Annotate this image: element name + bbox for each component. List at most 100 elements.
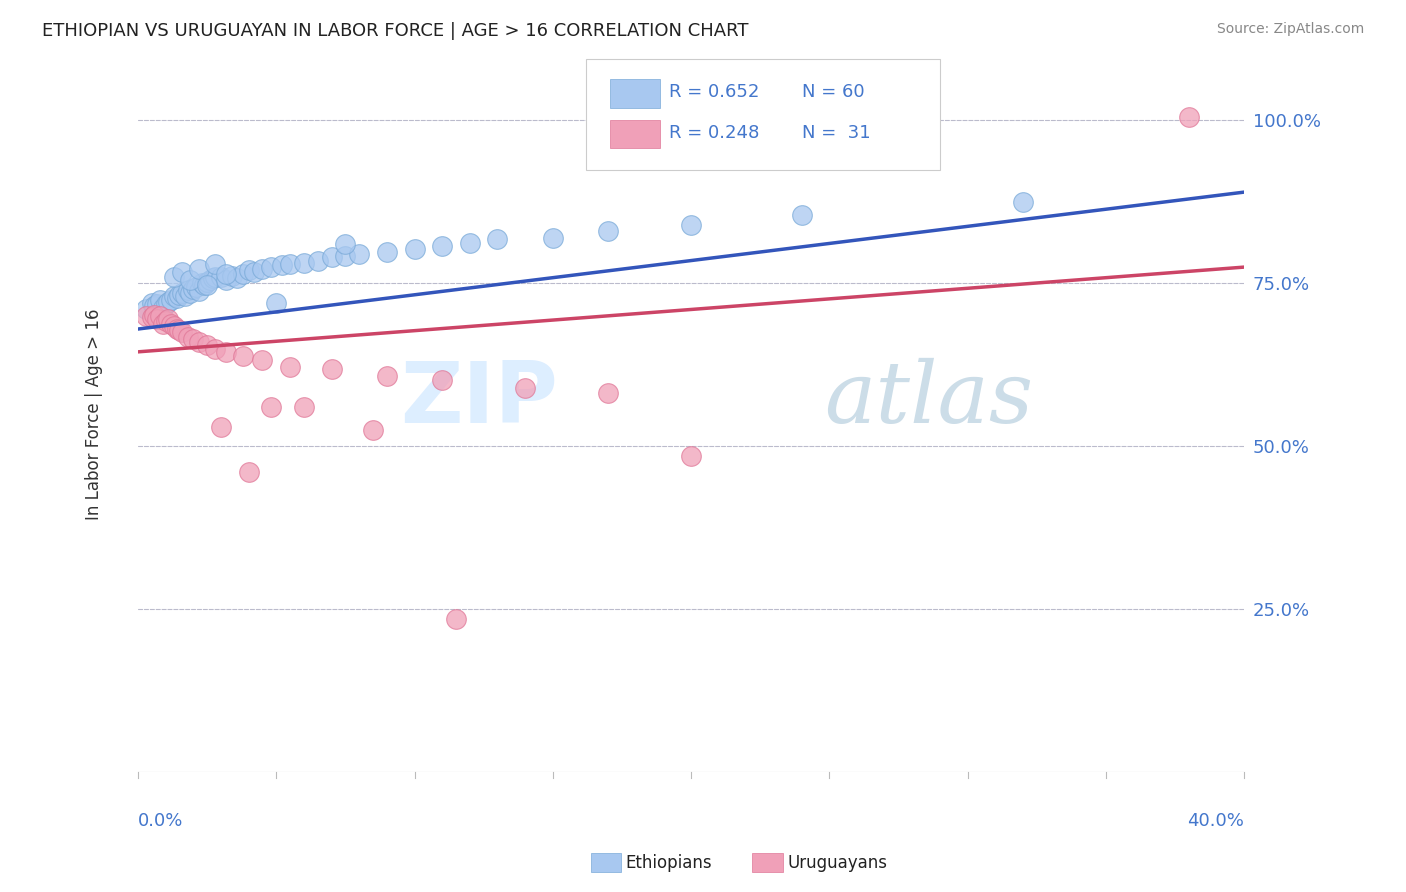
Point: [681, 218, 703, 232]
Point: [375, 369, 398, 384]
Point: [209, 420, 232, 434]
Point: [193, 277, 215, 292]
Point: [169, 323, 191, 337]
Text: In Labor Force | Age > 16: In Labor Force | Age > 16: [84, 308, 103, 519]
Point: [141, 310, 163, 325]
Text: 40.0%: 40.0%: [1188, 812, 1244, 830]
Point: [430, 238, 453, 252]
Text: N =  31: N = 31: [801, 124, 870, 142]
Point: [204, 342, 226, 356]
Point: [270, 258, 292, 272]
Point: [215, 273, 238, 287]
Text: atlas: atlas: [824, 358, 1033, 441]
Point: [238, 466, 260, 480]
Point: [172, 326, 194, 340]
Point: [143, 299, 166, 313]
Point: [163, 289, 186, 303]
Point: [179, 286, 201, 301]
Point: [198, 273, 221, 287]
Point: [307, 253, 329, 268]
Point: [335, 237, 357, 252]
Point: [347, 247, 370, 261]
FancyBboxPatch shape: [586, 59, 941, 169]
Point: [157, 312, 180, 326]
Point: [166, 291, 188, 305]
Point: [135, 309, 157, 323]
Point: [176, 283, 198, 297]
Text: ETHIOPIAN VS URUGUAYAN IN LABOR FORCE | AGE > 16 CORRELATION CHART: ETHIOPIAN VS URUGUAYAN IN LABOR FORCE | …: [42, 22, 748, 40]
Point: [187, 284, 209, 298]
Bar: [610, 120, 661, 148]
Point: [335, 249, 357, 263]
Text: R = 0.248: R = 0.248: [669, 124, 759, 142]
Point: [321, 250, 343, 264]
Point: [238, 263, 260, 277]
Point: [1012, 194, 1035, 209]
Point: [176, 330, 198, 344]
Point: [252, 353, 274, 368]
Point: [292, 255, 315, 269]
Point: [163, 318, 186, 333]
Point: [232, 267, 254, 281]
Point: [160, 293, 183, 307]
Point: [181, 282, 204, 296]
Point: [146, 297, 169, 311]
Point: [278, 359, 301, 374]
Point: [260, 401, 283, 415]
Point: [187, 262, 209, 277]
Point: [179, 273, 201, 287]
Point: [215, 344, 238, 359]
Point: [1178, 110, 1201, 124]
Point: [166, 322, 188, 336]
Point: [141, 296, 163, 310]
Point: [209, 269, 232, 284]
Point: [226, 271, 249, 285]
Point: [187, 334, 209, 349]
Point: [243, 265, 266, 279]
Point: [260, 260, 283, 274]
Point: [195, 338, 218, 352]
Point: [163, 269, 186, 284]
Point: [515, 381, 537, 395]
Point: [790, 208, 813, 222]
Point: [169, 288, 191, 302]
Point: [221, 268, 243, 283]
Point: [152, 301, 174, 315]
Point: [681, 449, 703, 463]
Point: [195, 277, 218, 292]
Point: [172, 265, 194, 279]
Point: [155, 297, 177, 311]
Text: Source: ZipAtlas.com: Source: ZipAtlas.com: [1216, 22, 1364, 37]
Point: [321, 362, 343, 376]
Point: [149, 309, 172, 323]
Text: N = 60: N = 60: [801, 83, 865, 101]
Point: [143, 308, 166, 322]
Point: [361, 423, 384, 437]
Point: [252, 262, 274, 277]
Point: [204, 269, 226, 284]
Point: [292, 401, 315, 415]
Point: [149, 293, 172, 307]
Point: [155, 314, 177, 328]
Point: [598, 224, 620, 238]
Point: [458, 235, 481, 250]
Point: [278, 257, 301, 271]
Point: [204, 257, 226, 271]
Point: [172, 286, 194, 301]
Bar: [610, 78, 661, 108]
Point: [146, 312, 169, 326]
Point: [152, 317, 174, 331]
Point: [181, 332, 204, 346]
Point: [598, 386, 620, 401]
Point: [215, 267, 238, 281]
Text: Ethiopians: Ethiopians: [626, 854, 713, 871]
Point: [444, 612, 467, 626]
Text: Uruguayans: Uruguayans: [787, 854, 887, 871]
Text: R = 0.652: R = 0.652: [669, 83, 759, 101]
Point: [430, 373, 453, 387]
Point: [157, 294, 180, 309]
Point: [404, 243, 426, 257]
Point: [190, 277, 212, 291]
Point: [375, 245, 398, 260]
Point: [195, 275, 218, 289]
